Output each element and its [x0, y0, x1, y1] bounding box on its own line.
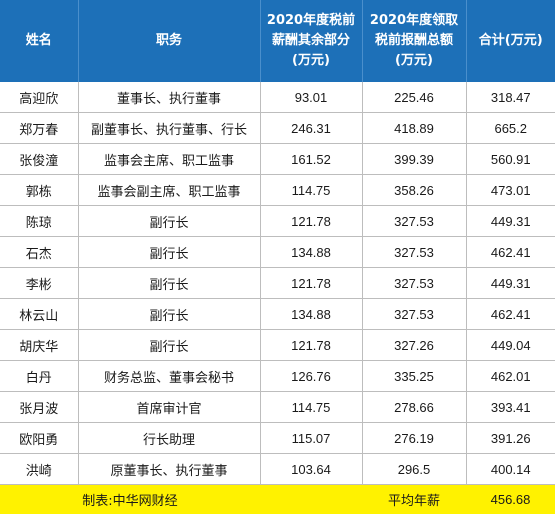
- header-total-pay-line-2: 税前报酬总额: [363, 31, 466, 51]
- salary-table-page: 姓名 职务 2020年度税前 薪酬其余部分 (万元) 2020年度领取 税前报酬…: [0, 0, 555, 501]
- cell-position: 行长助理: [78, 423, 260, 454]
- cell-total-pay: 418.89: [362, 113, 466, 144]
- cell-total-pay: 276.19: [362, 423, 466, 454]
- header-total-pay: 2020年度领取 税前报酬总额 (万元): [362, 0, 466, 82]
- cell-sum: 462.41: [466, 237, 555, 268]
- footer-spacer: [260, 485, 362, 514]
- cell-name: 李彬: [0, 268, 78, 299]
- cell-name: 张月波: [0, 392, 78, 423]
- cell-other-pay: 134.88: [260, 299, 362, 330]
- cell-name: 郑万春: [0, 113, 78, 144]
- cell-sum: 391.26: [466, 423, 555, 454]
- cell-name: 胡庆华: [0, 330, 78, 361]
- header-total-pay-line-1: 2020年度领取: [363, 11, 466, 31]
- cell-position: 副董事长、执行董事、行长: [78, 113, 260, 144]
- cell-position: 监事会副主席、职工监事: [78, 175, 260, 206]
- cell-name: 高迎欣: [0, 82, 78, 113]
- cell-total-pay: 278.66: [362, 392, 466, 423]
- cell-total-pay: 335.25: [362, 361, 466, 392]
- cell-name: 洪崎: [0, 454, 78, 485]
- cell-other-pay: 161.52: [260, 144, 362, 175]
- header-other-pay: 2020年度税前 薪酬其余部分 (万元): [260, 0, 362, 82]
- cell-name: 石杰: [0, 237, 78, 268]
- cell-total-pay: 225.46: [362, 82, 466, 113]
- cell-position: 原董事长、执行董事: [78, 454, 260, 485]
- footer-avg-value: 456.68: [466, 485, 555, 514]
- cell-sum: 400.14: [466, 454, 555, 485]
- header-name: 姓名: [0, 0, 78, 82]
- cell-total-pay: 327.53: [362, 206, 466, 237]
- cell-name: 张俊潼: [0, 144, 78, 175]
- cell-name: 白丹: [0, 361, 78, 392]
- table-footer: 制表:中华网财经 平均年薪 456.68: [0, 485, 555, 514]
- cell-sum: 473.01: [466, 175, 555, 206]
- cell-position: 副行长: [78, 330, 260, 361]
- cell-other-pay: 114.75: [260, 392, 362, 423]
- cell-position: 财务总监、董事会秘书: [78, 361, 260, 392]
- header-position: 职务: [78, 0, 260, 82]
- cell-other-pay: 134.88: [260, 237, 362, 268]
- cell-other-pay: 121.78: [260, 206, 362, 237]
- cell-sum: 393.41: [466, 392, 555, 423]
- footer-credit: 制表:中华网财经: [0, 485, 260, 514]
- cell-position: 副行长: [78, 206, 260, 237]
- cell-other-pay: 93.01: [260, 82, 362, 113]
- cell-position: 副行长: [78, 268, 260, 299]
- cell-name: 陈琼: [0, 206, 78, 237]
- footer-avg-label: 平均年薪: [362, 485, 466, 514]
- cell-total-pay: 327.53: [362, 237, 466, 268]
- cell-other-pay: 115.07: [260, 423, 362, 454]
- header-total-pay-line-3: (万元): [363, 51, 466, 71]
- cell-other-pay: 103.64: [260, 454, 362, 485]
- cell-position: 副行长: [78, 299, 260, 330]
- cell-total-pay: 358.26: [362, 175, 466, 206]
- cell-name: 林云山: [0, 299, 78, 330]
- cell-other-pay: 114.75: [260, 175, 362, 206]
- cell-name: 欧阳勇: [0, 423, 78, 454]
- cell-position: 监事会主席、职工监事: [78, 144, 260, 175]
- cell-other-pay: 121.78: [260, 268, 362, 299]
- cell-sum: 318.47: [466, 82, 555, 113]
- cell-total-pay: 399.39: [362, 144, 466, 175]
- cell-position: 首席审计官: [78, 392, 260, 423]
- cell-sum: 462.01: [466, 361, 555, 392]
- header-other-pay-line-1: 2020年度税前: [261, 11, 362, 31]
- cell-sum: 449.31: [466, 206, 555, 237]
- cell-total-pay: 296.5: [362, 454, 466, 485]
- cell-total-pay: 327.53: [362, 268, 466, 299]
- cell-name: 郭栋: [0, 175, 78, 206]
- header-other-pay-line-3: (万元): [261, 51, 362, 71]
- cell-other-pay: 121.78: [260, 330, 362, 361]
- cell-sum: 449.04: [466, 330, 555, 361]
- cell-total-pay: 327.26: [362, 330, 466, 361]
- cell-other-pay: 126.76: [260, 361, 362, 392]
- cell-sum: 462.41: [466, 299, 555, 330]
- cell-other-pay: 246.31: [260, 113, 362, 144]
- cell-sum: 665.2: [466, 113, 555, 144]
- cell-total-pay: 327.53: [362, 299, 466, 330]
- header-sum: 合计(万元): [466, 0, 555, 82]
- header-other-pay-line-2: 薪酬其余部分: [261, 31, 362, 51]
- cell-position: 副行长: [78, 237, 260, 268]
- cell-position: 董事长、执行董事: [78, 82, 260, 113]
- cell-sum: 449.31: [466, 268, 555, 299]
- table-header: 姓名 职务 2020年度税前 薪酬其余部分 (万元) 2020年度领取 税前报酬…: [0, 0, 555, 82]
- cell-sum: 560.91: [466, 144, 555, 175]
